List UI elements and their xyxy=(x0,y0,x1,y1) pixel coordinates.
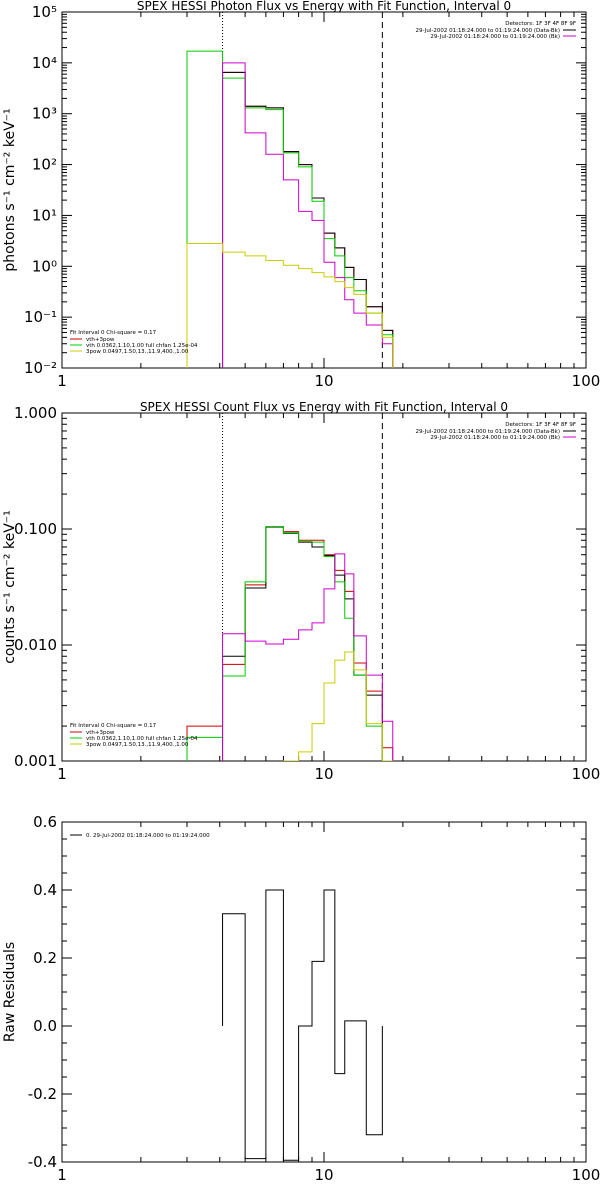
legend-entry-label: 29-Jul-2002 01:18:24.000 to 01:19:24.000… xyxy=(416,429,561,435)
y-tick-label: 0.4 xyxy=(33,881,57,899)
series-line-1 xyxy=(222,71,394,368)
series-line-3 xyxy=(222,553,394,761)
x-tick-label: 1 xyxy=(57,765,67,783)
x-tick-label: 10 xyxy=(314,765,333,783)
fit-legend-label: 3pow 0.0497,1.50,13.,11.9,400.,1.00 xyxy=(86,349,189,355)
x-tick-label: 1 xyxy=(57,1166,67,1184)
legend-entry-label: 0. 29-Jul-2002 01:18:24.000 to 01:19:24.… xyxy=(86,833,210,839)
y-tick-label: 1.000 xyxy=(14,404,57,422)
fit-legend-label: vth 0.0362,1.10,1.00 full chfan 1.25e-04 xyxy=(86,343,198,349)
series-line-0 xyxy=(222,889,383,1161)
x-tick-label: 100 xyxy=(572,372,600,390)
chart-title: SPEX HESSI Count Flux vs Energy with Fit… xyxy=(140,400,508,414)
y-tick-label: 0.6 xyxy=(33,813,57,831)
y-tick-label: -0.4 xyxy=(28,1153,57,1171)
y-tick-label: 0.2 xyxy=(33,949,57,967)
y-tick-label: 10² xyxy=(32,156,57,174)
series-line-0 xyxy=(186,526,394,761)
y-tick-label: 0.010 xyxy=(14,636,57,654)
x-tick-label: 10 xyxy=(314,1166,333,1184)
fit-legend-header: Fit Interval 0 Chi-square = 0.17 xyxy=(70,330,157,336)
chart-title: SPEX HESSI Photon Flux vs Energy with Fi… xyxy=(137,0,511,13)
fit-legend-label: vth+3pow xyxy=(86,730,115,736)
legend-header: Detectors: 1F 3F 4F 8F 9F xyxy=(505,21,576,27)
y-tick-label: 0.100 xyxy=(14,520,57,538)
y-tick-label: 0.0 xyxy=(33,1017,57,1035)
fit-legend-label: 3pow 0.0497,1.50,13.,11.9,400.,1.00 xyxy=(86,742,189,748)
series-line-4 xyxy=(282,651,394,761)
y-tick-label: 10⁴ xyxy=(32,54,57,72)
y-axis-label: counts s⁻¹ cm⁻² keV⁻¹ xyxy=(2,510,18,664)
series-line-3 xyxy=(222,62,394,368)
fit-legend-label: vth+3pow xyxy=(86,337,115,343)
y-axis-label: photons s⁻¹ cm⁻² keV⁻¹ xyxy=(2,108,18,271)
y-tick-label: 10⁻² xyxy=(24,359,57,377)
x-tick-label: 10 xyxy=(314,372,333,390)
x-tick-label: 1 xyxy=(57,372,67,390)
y-tick-label: 10⁵ xyxy=(32,3,57,21)
x-tick-label: 100 xyxy=(572,765,600,783)
x-tick-label: 100 xyxy=(572,1166,600,1184)
legend-entry-label: 29-Jul-2002 01:18:24.000 to 01:19:24.000… xyxy=(416,28,561,34)
y-tick-label: 10⁻¹ xyxy=(24,308,57,326)
fit-legend-header: Fit Interval 0 Chi-square = 0.17 xyxy=(70,723,157,729)
plot-frame xyxy=(61,11,587,369)
legend-entry-label: 29-Jul-2002 01:18:24.000 to 01:19:24.000… xyxy=(430,34,560,40)
series-line-0 xyxy=(222,71,394,368)
fit-legend-label: vth 0.0362,1.10,1.00 full chfan 1.25e-04 xyxy=(86,736,198,742)
series-line-1 xyxy=(222,526,383,761)
y-axis-label: Raw Residuals xyxy=(2,942,18,1042)
plot-frame xyxy=(61,821,587,1163)
legend-entry-label: 29-Jul-2002 01:18:24.000 to 01:19:24.000… xyxy=(430,435,560,441)
y-tick-label: 10⁰ xyxy=(32,257,57,275)
photon-flux-chart: SPEX HESSI Photon Flux vs Energy with Fi… xyxy=(2,0,600,390)
legend-header: Detectors: 1F 3F 4F 8F 9F xyxy=(505,422,576,428)
y-tick-label: 0.001 xyxy=(14,752,57,770)
y-tick-label: -0.2 xyxy=(28,1085,57,1103)
count-flux-chart: SPEX HESSI Count Flux vs Energy with Fit… xyxy=(2,400,600,783)
series-line-4 xyxy=(186,243,394,368)
y-tick-label: 10¹ xyxy=(32,206,57,224)
series-line-2 xyxy=(186,526,394,761)
y-tick-label: 10³ xyxy=(32,105,57,123)
residuals-chart: Raw Residuals 1 10 100 -0.4 -0.2 0.0 0.2 0.4 0.6 0… xyxy=(2,813,600,1184)
series-line-2 xyxy=(186,50,394,368)
